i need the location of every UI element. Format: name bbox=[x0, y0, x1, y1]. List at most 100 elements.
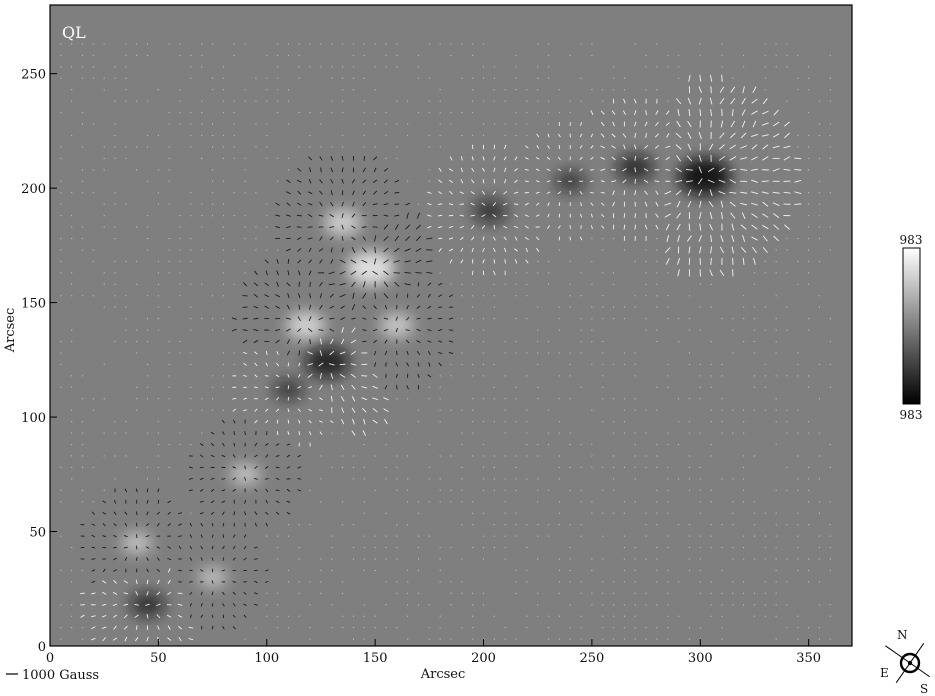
field-vector bbox=[103, 397, 105, 400]
field-vector bbox=[341, 155, 344, 161]
field-vector bbox=[677, 397, 680, 400]
field-vector bbox=[222, 625, 225, 630]
field-vector bbox=[807, 260, 810, 263]
field-vector bbox=[645, 535, 647, 537]
field-vector bbox=[623, 249, 626, 251]
field-vector bbox=[265, 419, 269, 424]
field-vector bbox=[275, 455, 280, 457]
field-vector bbox=[374, 362, 377, 367]
field-vector bbox=[623, 569, 626, 572]
field-vector bbox=[264, 397, 269, 401]
field-vector bbox=[244, 100, 246, 102]
field-vector bbox=[665, 168, 671, 171]
field-vector bbox=[750, 191, 758, 195]
field-vector bbox=[178, 581, 182, 583]
field-vector bbox=[612, 397, 615, 400]
field-vector bbox=[601, 638, 604, 640]
field-vector bbox=[503, 191, 508, 195]
field-vector bbox=[350, 270, 357, 275]
field-vector bbox=[330, 546, 333, 549]
field-vector bbox=[580, 386, 582, 389]
field-vector bbox=[103, 272, 106, 274]
field-vector bbox=[81, 146, 84, 148]
field-vector bbox=[233, 43, 236, 45]
field-vector bbox=[807, 523, 810, 526]
field-vector bbox=[710, 257, 712, 265]
negative-polarity-region bbox=[272, 378, 305, 401]
field-vector bbox=[146, 329, 149, 331]
field-vector bbox=[123, 546, 128, 549]
field-vector bbox=[156, 568, 161, 573]
field-vector bbox=[612, 190, 615, 196]
field-vector bbox=[643, 179, 649, 183]
field-vector bbox=[829, 157, 832, 160]
field-vector bbox=[352, 558, 355, 560]
field-vector bbox=[437, 329, 443, 332]
field-vector bbox=[70, 43, 73, 45]
field-vector bbox=[222, 557, 225, 561]
field-vector bbox=[286, 350, 290, 356]
field-vector bbox=[742, 489, 745, 492]
field-vector bbox=[547, 202, 550, 207]
field-vector bbox=[200, 317, 203, 320]
field-vector bbox=[275, 202, 280, 206]
field-vector bbox=[254, 374, 258, 378]
field-vector bbox=[308, 397, 312, 401]
field-vector bbox=[417, 282, 420, 287]
field-vector bbox=[243, 362, 247, 366]
field-vector bbox=[276, 615, 279, 618]
field-vector bbox=[341, 88, 344, 91]
field-vector bbox=[675, 190, 682, 196]
field-vector bbox=[448, 203, 454, 206]
field-vector bbox=[156, 546, 161, 549]
field-vector bbox=[276, 281, 279, 287]
field-vector bbox=[709, 189, 713, 197]
field-vector bbox=[199, 477, 204, 480]
field-vector bbox=[536, 329, 539, 331]
field-vector bbox=[276, 546, 279, 549]
field-vector bbox=[449, 156, 453, 161]
field-vector bbox=[222, 511, 225, 516]
field-vector bbox=[709, 269, 713, 277]
field-vector bbox=[741, 97, 746, 105]
field-vector bbox=[742, 466, 745, 469]
field-vector bbox=[135, 54, 138, 57]
field-vector bbox=[178, 625, 183, 630]
field-vector bbox=[254, 511, 258, 516]
field-vector bbox=[591, 455, 593, 457]
field-vector bbox=[731, 246, 734, 254]
field-vector bbox=[697, 178, 703, 185]
field-vector bbox=[829, 615, 832, 618]
field-vector bbox=[287, 43, 290, 45]
field-vector bbox=[740, 202, 748, 206]
field-vector bbox=[309, 167, 312, 173]
field-vector bbox=[513, 191, 519, 194]
field-vector bbox=[783, 121, 790, 127]
field-vector bbox=[200, 614, 204, 618]
field-vector bbox=[233, 191, 236, 194]
field-vector bbox=[296, 214, 302, 217]
field-vector bbox=[70, 409, 73, 412]
field-vector bbox=[807, 169, 810, 171]
field-vector bbox=[579, 145, 583, 149]
field-vector bbox=[221, 545, 225, 550]
y-tick-label: 100 bbox=[21, 411, 46, 426]
field-vector bbox=[264, 294, 270, 298]
field-vector bbox=[135, 625, 138, 630]
field-vector bbox=[742, 257, 745, 265]
field-vector bbox=[461, 352, 463, 354]
field-vector bbox=[200, 134, 203, 137]
field-vector bbox=[286, 282, 291, 287]
field-vector bbox=[764, 363, 767, 366]
field-vector bbox=[687, 120, 692, 128]
field-vector bbox=[275, 500, 280, 503]
field-vector bbox=[536, 202, 540, 206]
field-vector bbox=[656, 466, 658, 469]
field-vector bbox=[645, 133, 647, 138]
field-vector bbox=[482, 259, 485, 264]
field-vector bbox=[775, 317, 777, 320]
field-vector bbox=[750, 202, 758, 206]
field-vector bbox=[721, 43, 723, 45]
field-vector bbox=[287, 581, 290, 583]
field-vector bbox=[92, 191, 95, 194]
